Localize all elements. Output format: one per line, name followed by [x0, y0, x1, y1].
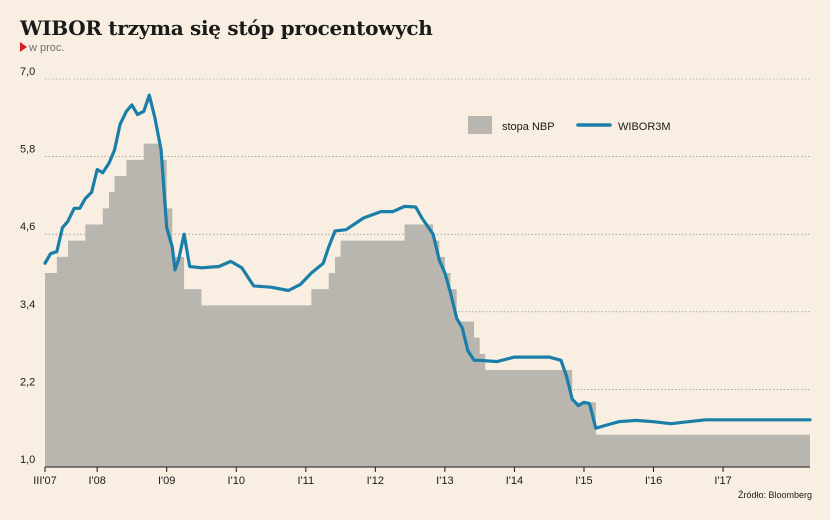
unit-label: w proc. [29, 42, 65, 54]
x-tick-label: I'09 [158, 475, 175, 487]
series-wibor3m-line [43, 93, 812, 430]
x-tick-label: I'17 [714, 475, 731, 487]
x-tick-label: I'10 [228, 475, 245, 487]
triangle-marker-icon [20, 42, 27, 52]
x-tick-label: I'12 [367, 475, 384, 487]
x-tick-label: I'15 [575, 475, 592, 487]
x-axis: III'07 I'08 I'09 I'10 I'11 I'12 I'13 I'14 I'15 I'… [33, 466, 810, 487]
chart-subtitle: w proc. [20, 42, 64, 54]
x-tick-label: I'13 [436, 475, 453, 487]
y-tick-label: 1,0 [20, 454, 35, 466]
y-tick-label: 2,2 [20, 376, 35, 388]
y-tick-label: 3,4 [20, 299, 35, 311]
source-note: Źródło: Bloomberg [737, 490, 812, 500]
y-tick-label: 5,8 [20, 144, 35, 156]
x-tick-label: I'14 [506, 475, 523, 487]
y-tick-label: 7,0 [20, 66, 35, 78]
x-tick-label: I'08 [88, 475, 105, 487]
x-tick-label: III'07 [33, 475, 57, 487]
x-tick-label: I'16 [645, 475, 662, 487]
legend-label-stopa-nbp: stopa NBP [502, 121, 555, 133]
y-axis-labels: 1,0 2,2 3,4 4,6 5,8 7,0 [20, 66, 35, 466]
chart-title: WIBOR trzyma się stóp procentowych [20, 16, 433, 40]
legend-swatch-stopa-nbp [468, 116, 492, 134]
x-tick-label: I'11 [298, 475, 315, 487]
y-tick-label: 4,6 [20, 221, 35, 233]
series-stopa-nbp-area [45, 143, 810, 467]
legend: stopa NBP WIBOR3M [468, 116, 671, 134]
legend-label-wibor3m: WIBOR3M [618, 121, 671, 133]
